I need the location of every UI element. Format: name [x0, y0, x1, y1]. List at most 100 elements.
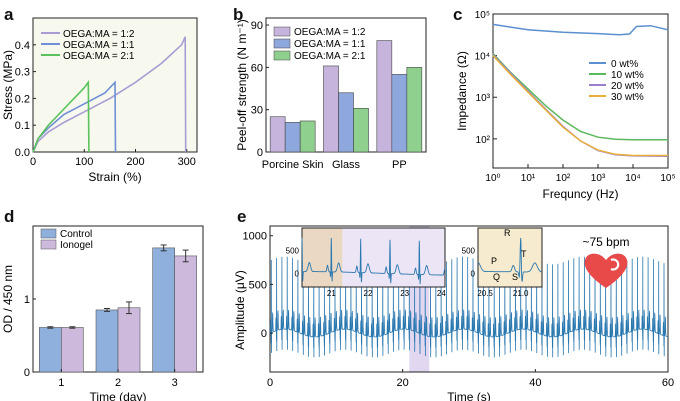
series-line-a-1 — [32, 36, 187, 153]
x-tick-label-c: 10⁴ — [625, 173, 640, 184]
legend-label-b-3: OEGA:MA = 2:1 — [294, 51, 366, 62]
inset1-trace — [301, 237, 446, 285]
bar-d-2-1 — [95, 309, 119, 373]
y-tick-label-a: 0.1 — [15, 120, 30, 132]
ecg-wave-label-q: Q — [493, 272, 500, 282]
y-tick-label-e: 0 — [261, 328, 267, 340]
series-line-c-2 — [492, 52, 668, 141]
y-tick-label-a: 0.4 — [15, 40, 30, 52]
inset2-x-tick-label: 20.5 — [477, 289, 493, 298]
y-tick-label-b: 30 — [251, 105, 263, 117]
x-axis-label-a: Strain (%) — [88, 170, 141, 184]
bar-d-1-1 — [39, 327, 62, 373]
bar-b-2-1 — [323, 65, 339, 153]
bar-b-3-1 — [376, 40, 393, 153]
panel-letter-c: c — [453, 5, 462, 24]
category-label-b-2: Glass — [332, 159, 361, 171]
x-tick-label-c: 10⁵ — [660, 173, 675, 184]
x-tick-label-e: 0 — [267, 377, 273, 389]
x-axis-label-c: Frequncy (Hz) — [542, 187, 618, 201]
bar-d-1-2 — [61, 327, 84, 373]
series-line-c-4 — [492, 55, 668, 157]
panel-letter-e: e — [237, 207, 246, 226]
legend-label-a-2: OEGA:MA = 1:1 — [63, 40, 135, 51]
bar-d-3-1 — [152, 247, 175, 373]
inset1-y-tick-label: 500 — [286, 247, 300, 256]
bar-b-3-2 — [391, 74, 408, 153]
inset1-x-tick-label: 23 — [400, 289, 409, 298]
y-axis-label-b: Peel-off strength (N m⁻¹) — [235, 19, 249, 150]
ecg-wave-label-p: P — [491, 256, 497, 266]
x-tick-label-a: 100 — [75, 156, 93, 168]
ecg-wave-label-r: R — [504, 228, 511, 238]
y-tick-label-a: 0.3 — [15, 67, 30, 79]
x-tick-label-a: 300 — [178, 156, 196, 168]
series-line-c-1 — [492, 23, 669, 36]
y-tick-label-c: 10² — [476, 135, 491, 146]
x-tick-label-d: 1 — [58, 377, 64, 389]
y-axis-label-a: Stress (MPa) — [1, 50, 15, 120]
y-tick-label-e: 1000 — [243, 231, 267, 243]
y-tick-label-c: 10⁵ — [475, 10, 490, 21]
ecg-trace-e — [269, 256, 668, 358]
x-tick-label-d: 2 — [115, 377, 121, 389]
legend-swatch-b-1 — [273, 26, 291, 37]
y-axis-label-e: Amplitude (μV) — [233, 270, 247, 350]
legend-label-a-1: OEGA:MA = 1:2 — [63, 29, 135, 40]
x-tick-label-c: 10³ — [591, 173, 606, 184]
legend-label-d-1: Control — [60, 229, 92, 240]
y-axis-label-c: Impedance (Ω) — [455, 51, 469, 131]
heart-highlight — [610, 258, 620, 271]
series-line-a-3 — [32, 79, 90, 153]
y-tick-label-d: 0 — [24, 367, 30, 379]
inset1-highlight — [302, 228, 343, 287]
bar-b-2-3 — [353, 107, 369, 153]
inset1-x-tick-label: 22 — [364, 289, 373, 298]
inset2-frame — [477, 227, 543, 288]
inset1-x-tick-label: 24 — [437, 289, 446, 298]
legend-label-c-1: 0 wt% — [611, 59, 638, 70]
inset1-x-tick-label: 21 — [327, 289, 336, 298]
x-axis-label-e: Time (s) — [447, 390, 491, 401]
y-tick-label-e: 500 — [249, 279, 267, 291]
legend-swatch-d-1 — [40, 228, 57, 239]
x-axis-label-d: Time (day) — [90, 390, 147, 401]
x-tick-label-e: 40 — [529, 377, 541, 389]
x-tick-label-e: 20 — [397, 377, 409, 389]
panel-letter-a: a — [4, 5, 14, 24]
legend-swatch-b-3 — [273, 50, 291, 61]
y-tick-label-c: 10³ — [476, 93, 491, 104]
x-tick-label-a: 200 — [126, 156, 144, 168]
category-label-b-1: Porcine Skin — [262, 159, 324, 171]
bar-b-1-3 — [299, 120, 316, 153]
legend-label-b-1: OEGA:MA = 1:2 — [294, 27, 366, 38]
legend-label-c-3: 20 wt% — [611, 81, 644, 92]
legend-label-c-2: 10 wt% — [611, 70, 644, 81]
legend-label-a-3: OEGA:MA = 2:1 — [63, 51, 135, 62]
bar-d-3-2 — [174, 255, 197, 373]
panel-letter-b: b — [233, 5, 243, 24]
legend-label-d-2: Ionogel — [60, 240, 93, 251]
inset1-y-tick-label: 0 — [295, 269, 300, 278]
legend-swatch-d-2 — [40, 239, 57, 250]
inset2-y-tick-label: 0 — [471, 269, 476, 278]
ecg-wave-label-s: S — [512, 272, 518, 282]
y-tick-label-a: 0.2 — [15, 93, 30, 105]
y-tick-label-b: 60 — [251, 62, 263, 74]
panel-letter-d: d — [4, 207, 14, 226]
y-tick-label-b: 0 — [257, 147, 263, 159]
category-label-b-3: PP — [392, 159, 407, 171]
bar-b-1-1 — [269, 116, 286, 153]
bar-b-1-2 — [284, 122, 301, 153]
x-tick-label-c: 10⁰ — [485, 173, 500, 184]
legend-label-b-2: OEGA:MA = 1:1 — [294, 39, 366, 50]
y-tick-label-b: 90 — [251, 20, 263, 32]
legend-label-c-4: 30 wt% — [611, 92, 644, 103]
y-tick-label-d: 1 — [24, 294, 30, 306]
x-tick-label-c: 10² — [556, 173, 571, 184]
inset2-trace — [477, 237, 542, 282]
bar-b-3-3 — [406, 67, 423, 153]
x-tick-label-e: 60 — [662, 377, 674, 389]
plot-frame-c — [492, 13, 669, 169]
